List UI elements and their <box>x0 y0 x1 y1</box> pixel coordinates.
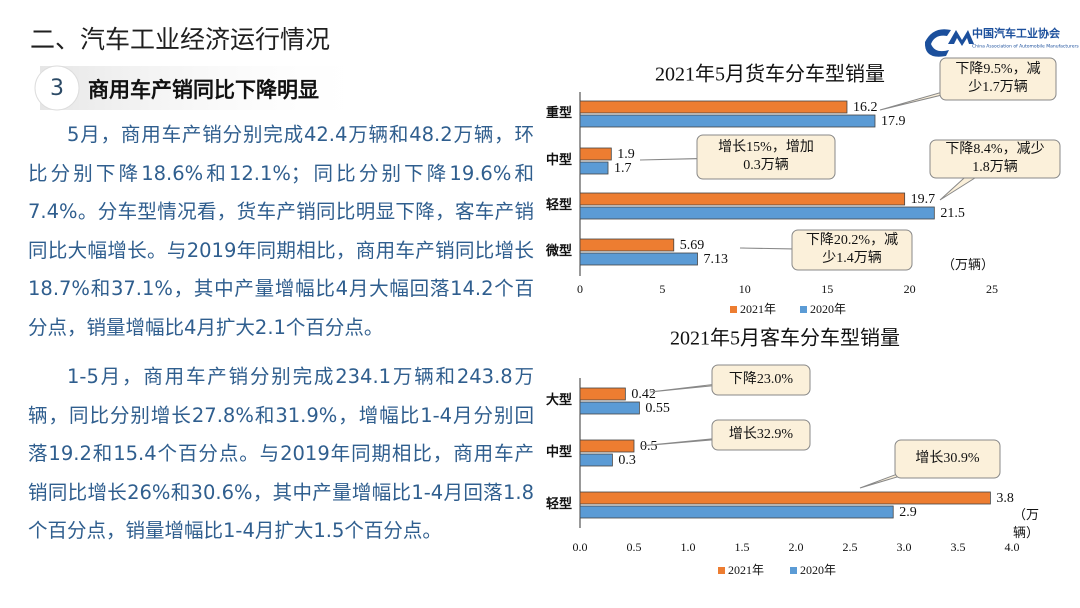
x-tick-label: 2.0 <box>789 540 804 554</box>
x-tick-label: 10 <box>739 282 751 296</box>
callout-text: 0.3万辆 <box>743 157 789 173</box>
logo-name: 中国汽车工业协会 <box>972 26 1061 40</box>
unit-label: （万 <box>1013 507 1039 522</box>
y-tick-label: 轻型 <box>546 197 572 212</box>
callout-box <box>939 57 1057 101</box>
legend-label: 2020年 <box>800 563 836 577</box>
x-tick-label: 0.5 <box>627 540 642 554</box>
logo-english: China Association of Automobile Manufact… <box>972 44 1079 50</box>
value-label: 2.9 <box>899 505 917 520</box>
callout-text: 增长30.9% <box>915 450 979 466</box>
callout-box <box>894 439 1001 479</box>
legend-swatch <box>800 306 807 313</box>
bar <box>579 238 675 252</box>
legend-swatch <box>730 306 737 313</box>
bar <box>579 100 848 114</box>
callout-text: 下降20.2%，减 <box>806 232 898 248</box>
bar <box>579 491 991 505</box>
value-label: 0.5 <box>640 439 658 454</box>
bar <box>579 505 894 519</box>
logo-mark <box>924 29 974 57</box>
value-label: 16.2 <box>853 100 878 115</box>
section-badge <box>34 65 80 111</box>
x-tick-label: 1.5 <box>735 540 750 554</box>
legend-swatch <box>718 567 725 574</box>
callout-box <box>696 134 836 180</box>
legend-label: 2020年 <box>810 302 846 316</box>
y-tick-label: 轻型 <box>546 496 572 511</box>
callout-box <box>929 139 1061 179</box>
value-label: 17.9 <box>881 114 906 129</box>
value-label: 0.3 <box>618 453 636 468</box>
bar <box>579 252 698 266</box>
value-label: 1.9 <box>617 147 635 162</box>
value-label: 7.13 <box>704 252 729 267</box>
paragraph: 5月，商用车产销分别完成42.4万辆和48.2万辆，环比分别下降18.6%和12… <box>28 123 534 339</box>
legend-swatch <box>790 567 797 574</box>
bar <box>579 401 640 415</box>
callout-text: 下降23.0% <box>729 371 793 387</box>
callout-text: 下降8.4%，减少 <box>945 141 1044 157</box>
y-tick-label: 中型 <box>546 152 572 167</box>
section-number: 3 <box>50 76 64 101</box>
value-label: 0.42 <box>631 387 656 402</box>
x-tick-label: 1.0 <box>681 540 696 554</box>
callout-text: 少1.7万辆 <box>968 79 1028 95</box>
callout-box <box>791 229 913 271</box>
x-tick-label: 5 <box>659 282 665 296</box>
x-tick-label: 20 <box>904 282 916 296</box>
paragraph: 1-5月，商用车产销分别完成234.1万辆和243.8万辆，同比分别增长27.8… <box>28 365 534 542</box>
y-tick-label: 重型 <box>546 105 572 120</box>
x-tick-label: 3.5 <box>951 540 966 554</box>
value-label: 3.8 <box>996 491 1014 506</box>
bar <box>579 192 906 206</box>
y-tick-label: 大型 <box>546 392 572 407</box>
value-label: 0.55 <box>645 401 670 416</box>
x-tick-label: 2.5 <box>843 540 858 554</box>
section-ribbon <box>40 66 380 110</box>
x-tick-label: 3.0 <box>897 540 912 554</box>
bar <box>579 439 635 453</box>
bar <box>579 147 612 161</box>
callout-text: 1.8万辆 <box>972 159 1018 175</box>
x-tick-label: 0 <box>577 282 583 296</box>
x-tick-label: 0.0 <box>573 540 588 554</box>
callout-text: 增长15%，增加 <box>718 139 814 155</box>
bar <box>579 114 876 128</box>
x-tick-label: 4.0 <box>1005 540 1020 554</box>
callout-text: 少1.4万辆 <box>822 250 882 266</box>
page-title: 二、汽车工业经济运行情况 <box>30 25 331 54</box>
y-tick-label: 中型 <box>546 444 572 459</box>
callout-box <box>711 364 811 396</box>
callout-text: 增长32.9% <box>729 426 793 442</box>
legend-label: 2021年 <box>728 563 764 577</box>
value-label: 21.5 <box>940 206 965 221</box>
value-label: 19.7 <box>911 192 936 207</box>
x-tick-label: 15 <box>821 282 833 296</box>
legend-label: 2021年 <box>740 302 776 316</box>
value-label: 5.69 <box>680 238 705 253</box>
x-tick-label: 25 <box>986 282 998 296</box>
bar <box>579 161 609 175</box>
callout-box <box>711 419 811 451</box>
chart-title: 2021年5月客车分车型销量 <box>670 327 900 350</box>
bar <box>579 453 613 467</box>
y-tick-label: 微型 <box>545 243 572 258</box>
bar <box>579 206 935 220</box>
bar <box>579 387 626 401</box>
callout-text: 下降9.5%，减 <box>955 61 1040 77</box>
value-label: 1.7 <box>614 161 632 176</box>
chart-title: 2021年5月货车分车型销量 <box>655 63 885 86</box>
unit-label: （万辆） <box>942 257 994 272</box>
section-title: 商用车产销同比下降明显 <box>88 78 319 102</box>
unit-label: 辆） <box>1013 525 1039 540</box>
